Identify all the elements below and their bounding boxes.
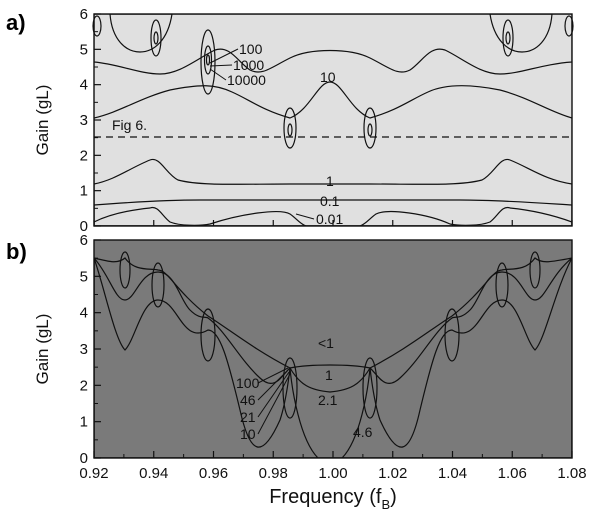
level-label-100: 100 xyxy=(239,41,263,57)
level-label-10: 10 xyxy=(320,69,336,85)
contour-island xyxy=(367,123,373,137)
contour-band-4-6 xyxy=(94,257,572,458)
level-label-2-1: 2.1 xyxy=(318,392,338,408)
panel-b-y-tick-label: 5 xyxy=(80,268,88,285)
panel-b-y-ticks: 0 1 2 3 4 5 6 xyxy=(80,232,101,467)
panel-a-y-tick-label: 6 xyxy=(80,6,88,23)
panel-b-level-labels: <1 1 2.1 4.6 100 46 21 10 xyxy=(236,335,373,442)
panel-a-y-axis-label: Gain (gL) xyxy=(33,85,52,156)
contour-island xyxy=(200,29,216,95)
level-label-1: 1 xyxy=(326,173,334,189)
leader-line xyxy=(257,371,290,418)
contour-island xyxy=(119,251,131,289)
x-tick-label: 1.00 xyxy=(318,465,347,482)
contour-band-10 xyxy=(94,14,572,75)
panel-b-y-tick-label: 4 xyxy=(80,305,88,322)
x-tick-label: 0.96 xyxy=(199,465,228,482)
level-label-1: 1 xyxy=(325,367,333,383)
contour-island xyxy=(502,19,514,57)
panel-a-y-tick-label: 0 xyxy=(80,218,88,235)
panel-a-label: a) xyxy=(6,10,26,35)
contour-island xyxy=(363,107,377,149)
x-tick-label: 0.94 xyxy=(139,465,168,482)
contour-band-2-1 xyxy=(94,257,572,458)
leader-line xyxy=(257,373,291,435)
panel-a-y-tick-label: 4 xyxy=(80,77,88,94)
panel-a-level-labels: 100 1000 10000 10 1 0.1 0.01 xyxy=(209,41,343,227)
panel-b-y-tick-label: 1 xyxy=(80,414,88,431)
contour-island xyxy=(283,107,297,149)
x-tick-label: 1.06 xyxy=(498,465,527,482)
contour-island xyxy=(505,31,511,45)
panel-a-background xyxy=(94,14,572,226)
contour-island xyxy=(495,262,509,308)
level-label-0-1: 0.1 xyxy=(320,193,340,209)
contour-pocket-right xyxy=(489,14,553,53)
panel-a-y-tick-label: 1 xyxy=(80,183,88,200)
contour-pocket-left xyxy=(109,14,173,53)
level-label-100: 100 xyxy=(236,375,260,391)
contour-island xyxy=(200,308,216,362)
panel-b-y-axis-label: Gain (gL) xyxy=(33,314,52,385)
x-tick-label: 1.08 xyxy=(557,465,586,482)
panel-b-contours xyxy=(94,240,572,458)
contour-band-0-1 xyxy=(94,158,572,226)
panel-b: b) <1 1 2.1 4.6 100 46 21 10 xyxy=(6,232,587,512)
panel-a-y-tick-label: 3 xyxy=(80,112,88,129)
panel-a: a) Fig 6. xyxy=(6,6,574,235)
leader-line xyxy=(257,367,289,384)
x-tick-label: 1.04 xyxy=(438,465,467,482)
contour-island xyxy=(444,308,460,362)
x-tick-label: 1.02 xyxy=(378,465,407,482)
level-label-1000: 1000 xyxy=(233,57,264,73)
leader-line xyxy=(209,64,233,67)
level-label-10: 10 xyxy=(240,426,256,442)
contour-island xyxy=(205,54,211,66)
contour-island xyxy=(151,262,165,308)
contour-island xyxy=(92,15,102,37)
contour-band-1 xyxy=(94,81,572,226)
leader-line xyxy=(257,369,289,401)
panel-b-x-ticks: 0.92 0.94 0.96 0.98 1.00 1.02 1.04 1.06 1.08 xyxy=(79,451,587,482)
panel-b-y-tick-label: 3 xyxy=(80,341,88,358)
panel-b-y-tick-label: 2 xyxy=(80,377,88,394)
contour-band-1 xyxy=(94,257,572,458)
panel-b-y-tick-label: 6 xyxy=(80,232,88,249)
level-label-0-01: 0.01 xyxy=(316,211,343,227)
contour-island xyxy=(362,357,378,419)
panel-b-label: b) xyxy=(6,239,27,264)
contour-island xyxy=(203,45,213,75)
panel-a-y-tick-label: 5 xyxy=(80,41,88,58)
leader-line xyxy=(209,68,227,81)
panel-b-y-tick-label: 0 xyxy=(80,450,88,467)
contour-island xyxy=(150,19,162,57)
leader-line xyxy=(209,48,239,64)
panel-a-y-tick-label: 2 xyxy=(80,147,88,164)
x-tick-label: 0.98 xyxy=(259,465,288,482)
annotation-fig6: Fig 6. xyxy=(112,117,147,133)
contour-island xyxy=(287,123,293,137)
panel-a-contours xyxy=(94,14,572,226)
contour-band-0-01 xyxy=(94,199,572,226)
level-label-4-6: 4.6 xyxy=(353,424,373,440)
level-label-10000: 10000 xyxy=(227,72,266,88)
level-label-lt1: <1 xyxy=(318,335,334,351)
x-tick-label: 0.92 xyxy=(79,465,108,482)
panel-a-islands xyxy=(92,15,574,149)
contour-island xyxy=(529,251,541,289)
x-axis-label: Frequency (fB) xyxy=(269,486,397,512)
contour-island xyxy=(153,31,159,45)
level-label-21: 21 xyxy=(240,409,256,425)
panel-a-y-ticks: 0 1 2 3 4 5 6 xyxy=(80,6,573,235)
contour-island xyxy=(564,15,574,37)
level-label-46: 46 xyxy=(240,392,256,408)
leader-line xyxy=(295,213,315,220)
